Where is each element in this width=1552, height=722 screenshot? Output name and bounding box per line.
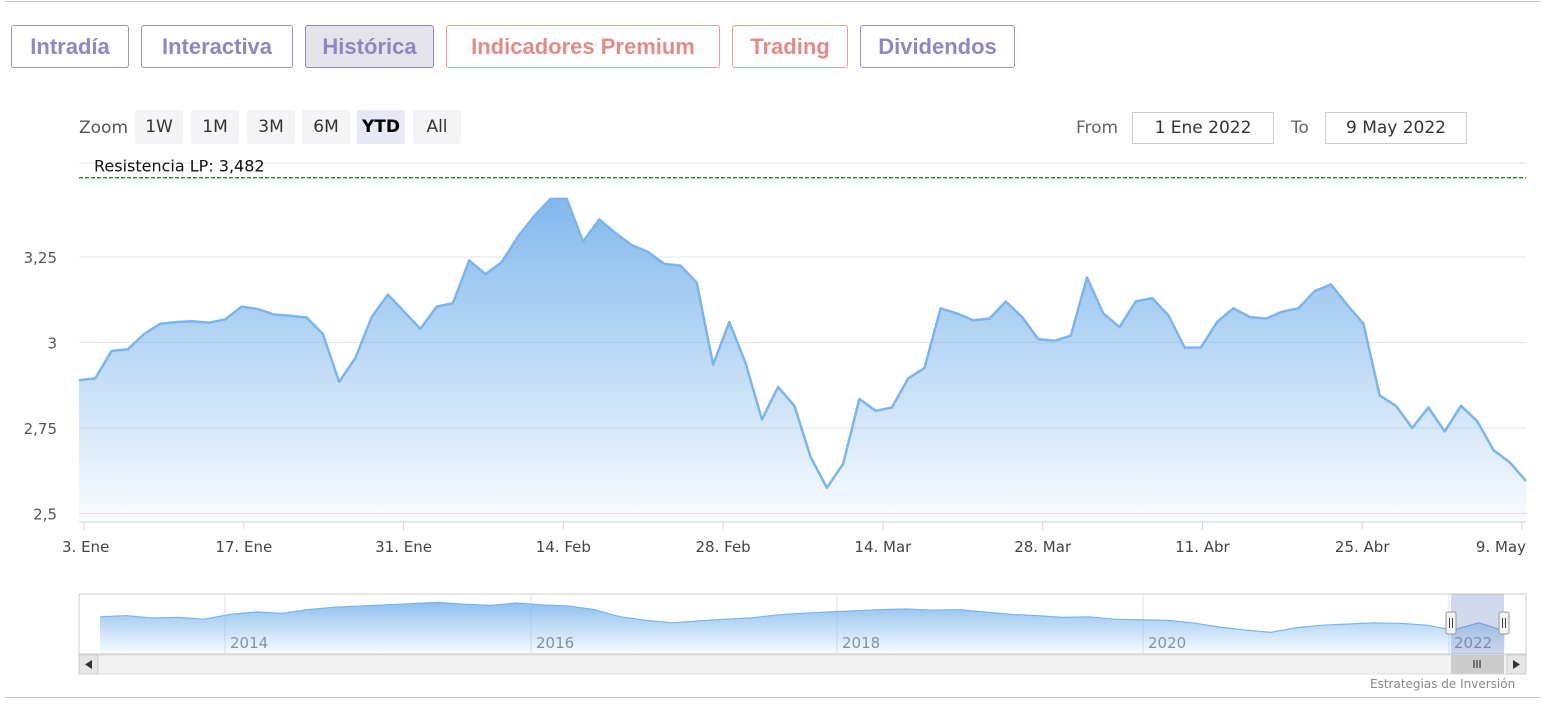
y-tick-label: 2,5 (33, 505, 57, 523)
zoom-all-button[interactable]: All (413, 110, 461, 144)
zoom-3m-button[interactable]: 3M (247, 110, 295, 144)
range-from-label: From (1076, 118, 1119, 138)
bottom-divider (5, 697, 1541, 698)
navigator-year-label: 2018 (842, 634, 880, 652)
navigator-year-label: 2022 (1454, 634, 1492, 652)
tab-historica[interactable]: Histórica (305, 25, 434, 68)
x-tick-label: 11. Abr (1175, 538, 1230, 556)
tab-intradia[interactable]: Intradía (11, 25, 129, 68)
navigator-selection (1451, 594, 1504, 654)
x-tick-label: 25. Abr (1335, 538, 1390, 556)
scrollbar-right-button (1506, 654, 1527, 675)
scroll-left-arrow-icon (85, 660, 92, 669)
x-tick-label: 14. Mar (854, 538, 912, 556)
scrollbar-left-button (78, 654, 99, 675)
scrollbar-track (78, 654, 1527, 675)
top-divider (5, 1, 1541, 2)
navigator-year-label: 2016 (536, 634, 574, 652)
credit-text: Estrategias de Inversión (1370, 677, 1516, 691)
navigator-year-label: 2014 (230, 634, 268, 652)
navigator-line (99, 601, 1506, 634)
tab-indicadores-premium[interactable]: Indicadores Premium (446, 25, 720, 68)
navigator-handle (1445, 611, 1457, 635)
range-to-input[interactable]: 9 May 2022 (1325, 112, 1467, 144)
range-to-label: To (1291, 118, 1309, 138)
zoom-ytd-button[interactable]: YTD (357, 110, 405, 144)
x-tick-label: 14. Feb (536, 538, 591, 556)
zoom-6m-button[interactable]: 6M (302, 110, 350, 144)
x-tick-label: 31. Ene (375, 538, 432, 556)
scroll-right-arrow-icon (1513, 660, 1520, 669)
y-tick-label: 2,75 (24, 420, 57, 438)
zoom-1w-button[interactable]: 1W (135, 110, 183, 144)
zoom-label: Zoom (79, 118, 129, 138)
x-tick-label: 17. Ene (215, 538, 272, 556)
navigator-area (100, 602, 1505, 654)
x-axis: 3. Ene 17. Ene 31. Ene 14. Feb 28. Feb 14. Ma… (62, 522, 1526, 556)
scrollbar-thumb (1451, 655, 1504, 674)
tab-interactiva[interactable]: Interactiva (141, 25, 293, 68)
series-line (78, 197, 1527, 490)
zoom-1m-button[interactable]: 1M (191, 110, 239, 144)
navigator-year-label: 2020 (1148, 634, 1186, 652)
x-tick-label: 28. Feb (696, 538, 751, 556)
navigator-handle (1498, 611, 1510, 635)
x-tick-label: 3. Ene (62, 538, 109, 556)
y-tick-label: 3 (47, 335, 57, 353)
range-from-input[interactable]: 1 Ene 2022 (1132, 112, 1274, 144)
y-tick-label: 3,25 (24, 249, 57, 267)
series-area (79, 198, 1526, 522)
tab-dividendos[interactable]: Dividendos (860, 25, 1015, 68)
navigator: 2014 2016 2018 2020 2022 (78, 593, 1527, 675)
resistance-label: Resistencia LP: 3,482 (94, 157, 265, 176)
y-axis: 2,5 2,75 3 3,25 (24, 249, 57, 523)
x-tick-label: 9. May (1476, 538, 1526, 556)
navigator-frame (78, 593, 1527, 655)
x-tick-label: 28. Mar (1014, 538, 1072, 556)
grid-lines (79, 162, 1526, 514)
tab-trading[interactable]: Trading (732, 25, 848, 68)
